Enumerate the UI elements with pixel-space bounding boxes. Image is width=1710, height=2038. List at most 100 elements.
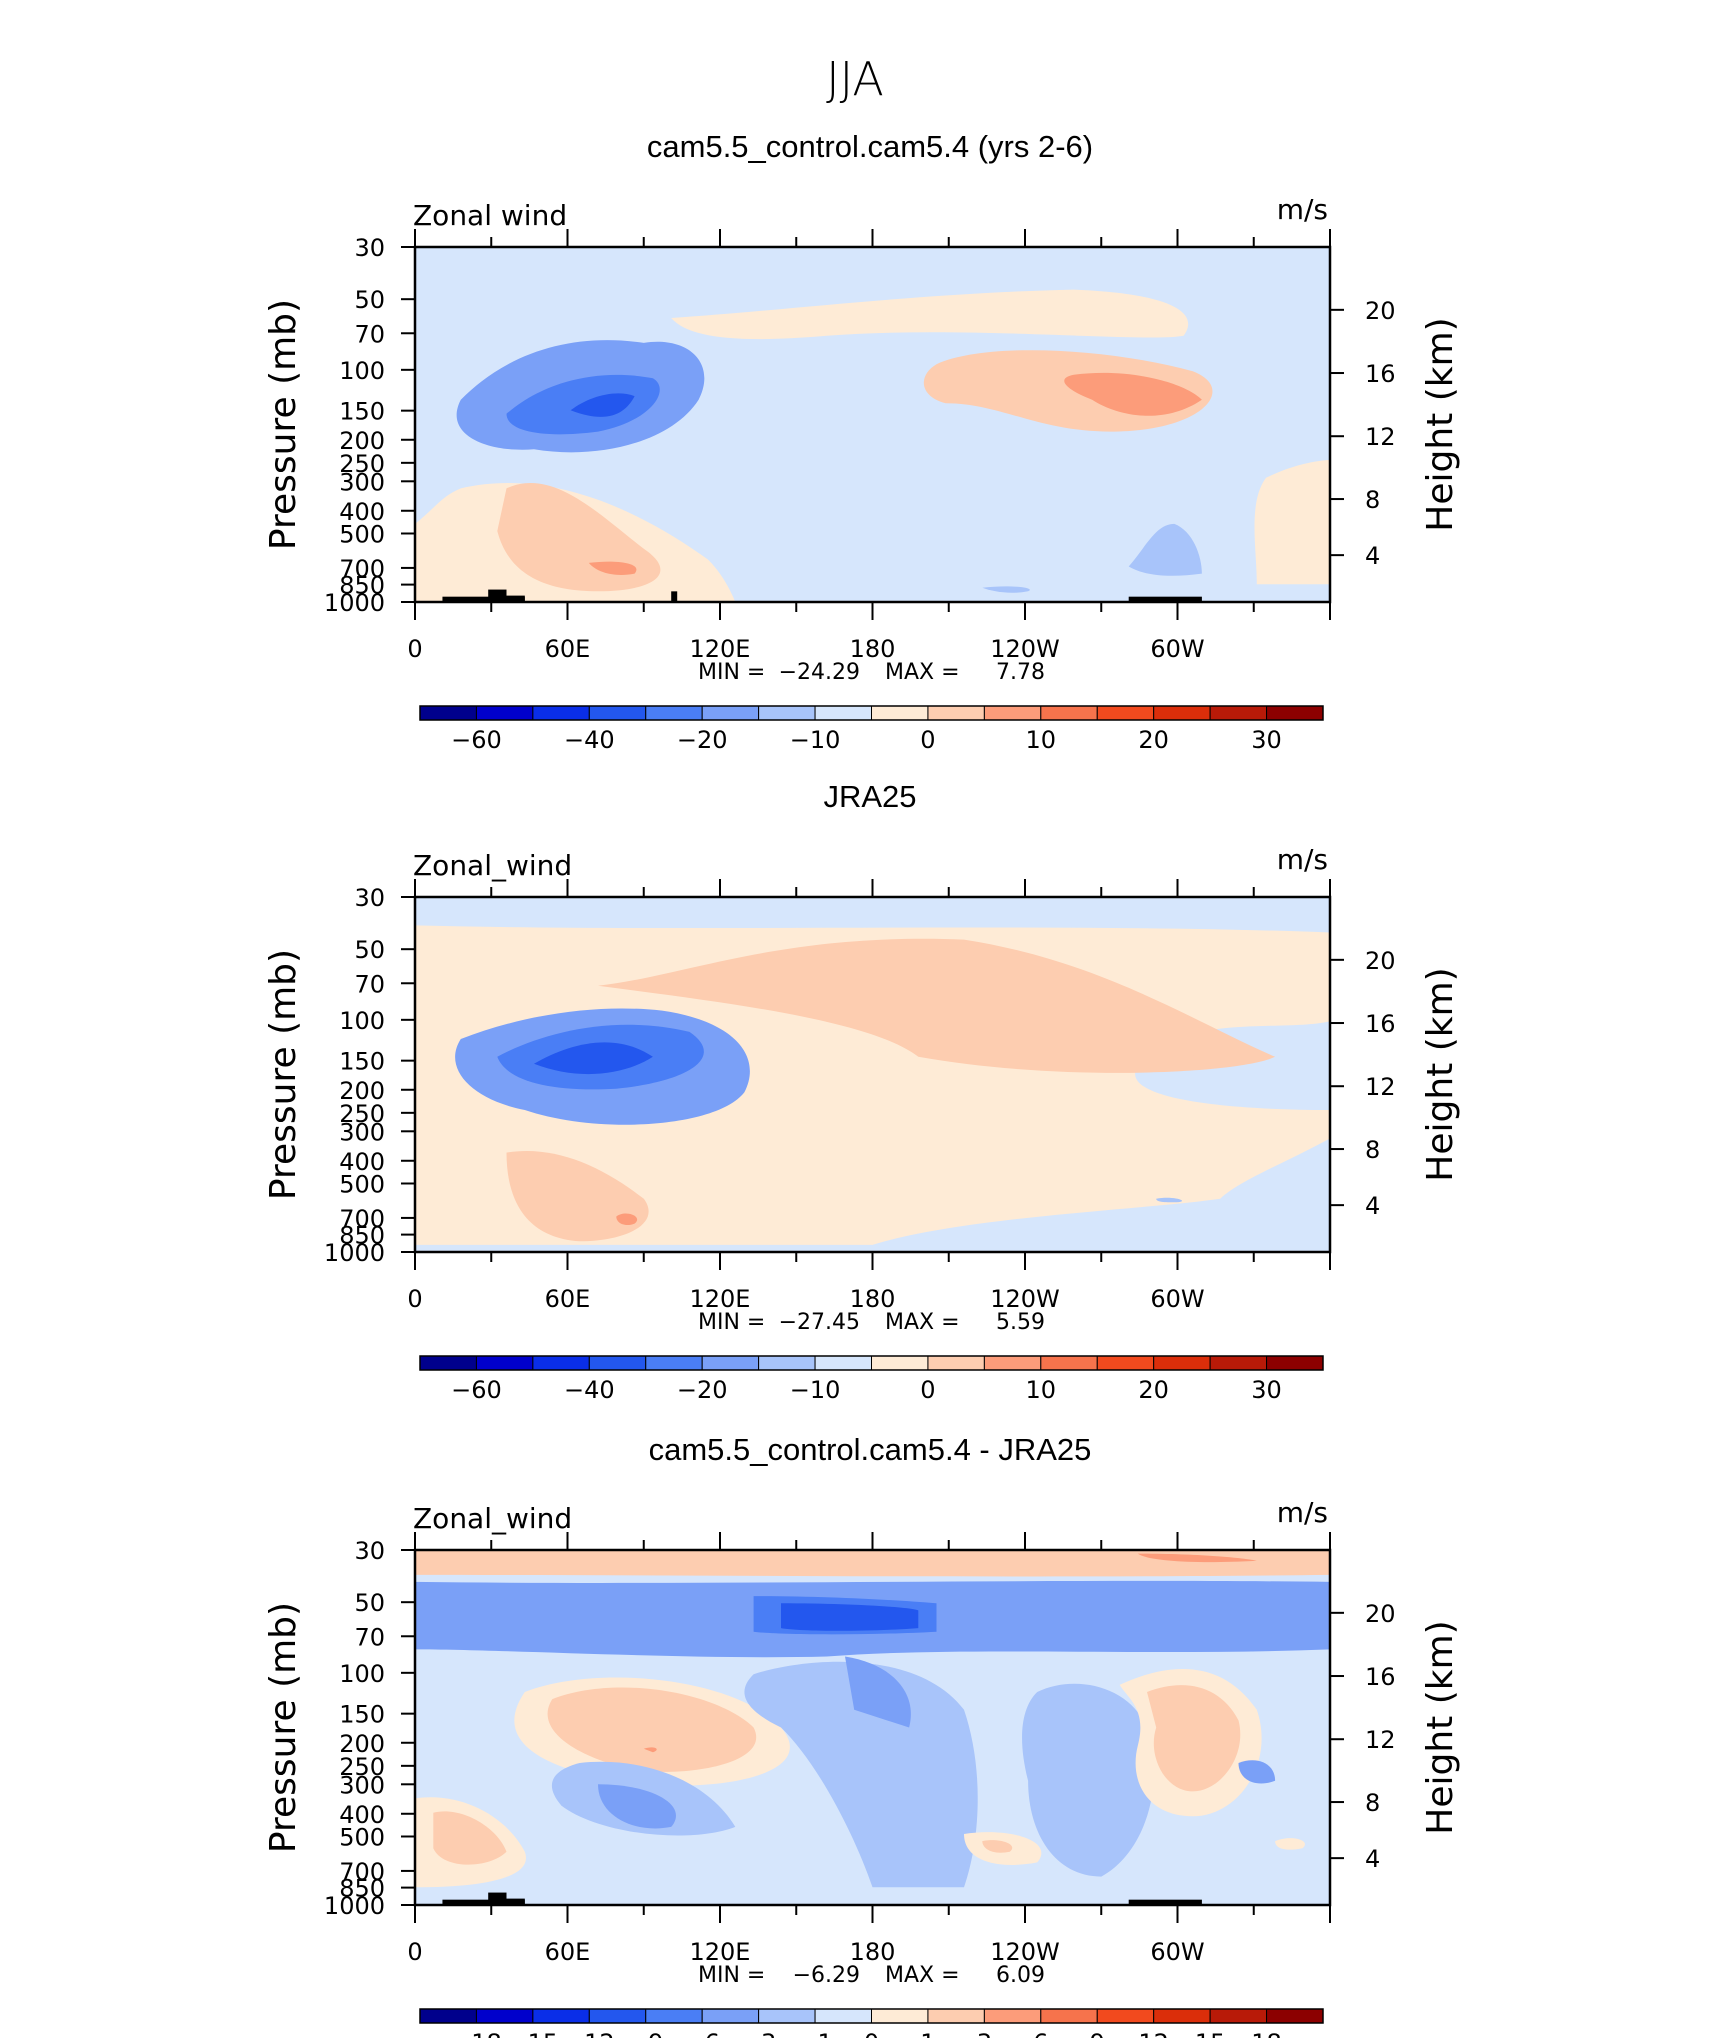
pressure-tick-label: 50 [354,936,385,964]
pressure-tick-label: 70 [354,320,385,348]
contour-region [781,1603,919,1631]
topography [488,589,507,602]
colorbar-swatch [927,2008,985,2024]
colorbar-label: −9 [628,2029,663,2038]
contour-region [616,1213,638,1226]
variable-name: Zonal wind [413,199,567,232]
panel-title: cam5.5_control.cam5.4 (yrs 2-6) [647,129,1093,164]
colorbar-swatch [645,2008,703,2024]
colorbar-swatch [983,1355,1042,1371]
contour-region [1254,460,1330,585]
colorbar-swatch [983,705,1042,721]
contour-region [433,1811,507,1865]
colorbar-swatch [475,2008,534,2024]
min-label: MIN = [698,1963,765,1988]
colorbar-label: −6 [684,2029,719,2038]
topography [1128,1899,1202,1905]
height-tick-label: 8 [1365,486,1380,514]
colorbar-swatch [532,705,590,721]
contour-region [415,1550,1330,1577]
colorbar-label: −10 [790,726,841,754]
contour-region [598,938,1276,1073]
colorbar-swatch [927,705,985,721]
contour-region [1022,1683,1155,1877]
contour-region [588,561,637,575]
contour-region [570,393,635,417]
lon-tick-label: 120W [990,1285,1060,1313]
height-tick-label: 20 [1365,1600,1396,1628]
colorbar-swatch [1266,2008,1324,2024]
pressure-tick-label: 50 [354,286,385,314]
pressure-tick-label: 700 [339,1858,385,1886]
lon-tick-label: 60W [1150,1285,1204,1313]
pressure-tick-label: 200 [339,1730,385,1758]
colorbar-swatch [1209,1355,1268,1371]
colorbar-swatch [871,705,929,721]
colorbar-label: −1 [797,2029,832,2038]
topography [1128,596,1202,602]
max-value: 5.59 [996,1310,1045,1335]
pressure-tick-label: 250 [339,450,385,478]
colorbar-frame [419,1355,1324,1371]
pressure-tick-label: 300 [339,468,385,496]
lon-tick-label: 0 [407,635,422,663]
colorbar-frame [419,2008,1324,2024]
colorbar-swatch [532,1355,590,1371]
lon-tick-label: 180 [850,1285,896,1313]
height-tick-label: 12 [1365,423,1396,451]
colorbar-swatch [1096,705,1155,721]
pressure-tick-label: 250 [339,1753,385,1781]
colorbar-label: 10 [1026,1376,1057,1404]
pressure-tick-label: 30 [354,234,385,262]
topography [442,596,525,602]
contour-region [982,586,1030,593]
colorbar-swatch [1040,2008,1098,2024]
colorbar: −18 −15 −12 −9 −6 −3 −1 0 1 3 6 9 12 15 18 [419,2008,1324,2038]
colorbar-swatch [1153,705,1211,721]
contour-region [1128,523,1202,576]
colorbar-swatch [927,1355,985,1371]
colorbar-label: 30 [1251,726,1282,754]
topography [488,1892,507,1905]
colorbar-swatch [871,2008,929,2024]
pressure-tick-label: 150 [339,1048,385,1076]
pressure-tick-label: 150 [339,1701,385,1729]
contour-region [1238,1760,1276,1784]
colorbar-swatch [814,1355,872,1371]
contour-field [415,897,1330,1252]
pressure-tick-label: 850 [339,1875,385,1903]
colorbar-swatch [532,2008,590,2024]
panel-1: cam5.5_control.cam5.4 (yrs 2-6) Zonal win… [263,129,1461,754]
height-tick-label: 4 [1365,1192,1380,1220]
lon-tick-label: 120W [990,635,1060,663]
figure-title: JJA [826,52,884,106]
colorbar-label: 0 [864,2029,879,2038]
y-axis-right-label: Height (km) [1420,967,1461,1181]
contour-field [415,247,1330,602]
pressure-tick-label: 500 [339,1823,385,1851]
units-label: m/s [1277,193,1328,226]
height-tick-label: 20 [1365,947,1396,975]
colorbar: −60 −40 −20 −10 0 10 20 30 [419,1355,1324,1404]
min-value: −27.45 [779,1310,860,1335]
colorbar: −60 −40 −20 −10 0 10 20 30 [419,705,1324,754]
colorbar-label: 0 [920,726,935,754]
colorbar-label: 3 [977,2029,992,2038]
height-tick-label: 4 [1365,1845,1380,1873]
pressure-tick-label: 70 [354,1623,385,1651]
topography [442,1899,525,1905]
max-label: MAX = [885,660,960,685]
colorbar-label: −15 [508,2029,559,2038]
colorbar-label: 20 [1138,726,1169,754]
height-tick-label: 20 [1365,297,1396,325]
pressure-tick-label: 30 [354,1537,385,1565]
colorbar-swatch [1040,1355,1098,1371]
lon-tick-label: 60W [1150,1938,1204,1966]
colorbar-swatch [419,1355,477,1371]
contour-region [845,1656,911,1728]
colorbar-swatch [588,2008,647,2024]
